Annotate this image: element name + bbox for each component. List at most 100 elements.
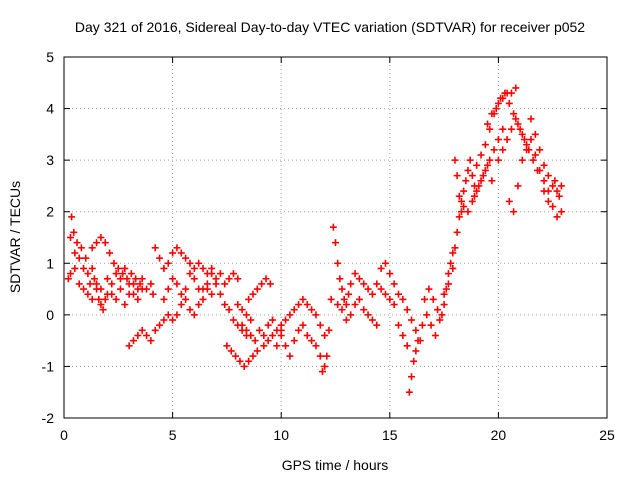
data-point — [273, 342, 281, 350]
data-point — [186, 306, 194, 314]
data-point — [425, 285, 433, 293]
data-point — [160, 316, 168, 324]
grid — [64, 57, 607, 418]
data-point — [347, 311, 355, 319]
data-point — [329, 223, 337, 231]
data-point — [232, 352, 240, 360]
data-point — [212, 280, 220, 288]
data-point — [251, 337, 259, 345]
data-point — [164, 285, 172, 293]
data-point — [308, 306, 316, 314]
data-point — [536, 146, 544, 154]
data-point — [75, 254, 83, 262]
data-point — [90, 275, 98, 283]
data-point — [412, 347, 420, 355]
data-point — [468, 197, 476, 205]
data-point — [103, 275, 111, 283]
data-point — [390, 280, 398, 288]
data-point — [242, 311, 250, 319]
data-point — [477, 151, 485, 159]
axis-ticks — [63, 56, 608, 419]
data-point — [234, 301, 242, 309]
data-point — [544, 197, 552, 205]
data-point — [116, 285, 124, 293]
data-point — [101, 295, 109, 303]
data-point — [71, 249, 79, 257]
data-point — [327, 295, 335, 303]
data-point — [245, 357, 253, 365]
data-point — [531, 151, 539, 159]
data-point — [527, 136, 535, 144]
data-point — [238, 321, 246, 329]
data-points — [64, 84, 565, 396]
data-point — [481, 141, 489, 149]
data-point — [338, 306, 346, 314]
data-point — [86, 280, 94, 288]
data-point — [247, 331, 255, 339]
data-point — [332, 239, 339, 247]
data-point — [93, 280, 101, 288]
data-point — [527, 115, 535, 123]
data-point — [151, 326, 159, 334]
data-point — [512, 115, 520, 123]
data-point — [518, 156, 526, 164]
x-tick-label: 20 — [491, 427, 507, 443]
data-point — [531, 130, 539, 138]
data-point — [299, 295, 307, 303]
data-point — [464, 166, 472, 174]
data-point — [295, 326, 303, 334]
data-point — [99, 306, 107, 314]
data-point — [116, 275, 124, 283]
data-point — [475, 182, 483, 190]
data-point — [282, 316, 290, 324]
data-point — [486, 125, 494, 133]
data-point — [553, 187, 561, 195]
data-point — [321, 362, 329, 370]
data-point — [195, 259, 203, 267]
data-point — [227, 347, 235, 355]
data-point — [164, 311, 172, 319]
data-point — [492, 105, 500, 113]
data-point — [436, 316, 444, 324]
data-point — [444, 280, 452, 288]
data-point — [351, 301, 359, 309]
data-point — [108, 280, 116, 288]
data-point — [373, 280, 381, 288]
data-point — [127, 270, 135, 278]
data-point — [299, 321, 307, 329]
data-point — [190, 311, 198, 319]
data-point — [177, 290, 185, 298]
data-point — [169, 275, 177, 283]
data-point — [460, 187, 468, 195]
data-point — [266, 280, 274, 288]
data-point — [438, 311, 446, 319]
data-point — [390, 301, 398, 309]
data-point — [408, 373, 416, 381]
data-point — [477, 177, 485, 185]
data-point — [503, 136, 511, 144]
data-point — [364, 285, 372, 293]
data-point — [342, 301, 350, 309]
data-point — [134, 331, 142, 339]
data-point — [427, 321, 435, 329]
x-tick-label: 10 — [273, 427, 289, 443]
data-point — [303, 331, 311, 339]
data-point — [160, 295, 168, 303]
data-point — [494, 136, 502, 144]
data-point — [323, 352, 331, 360]
data-point — [77, 244, 85, 252]
data-point — [84, 270, 92, 278]
data-point — [318, 368, 326, 376]
data-point — [199, 295, 207, 303]
data-point — [234, 275, 242, 283]
data-point — [360, 306, 368, 314]
data-point — [147, 280, 155, 288]
data-point — [208, 270, 216, 278]
data-point — [138, 326, 146, 334]
data-point — [418, 321, 426, 329]
data-point — [444, 270, 452, 278]
data-point — [336, 275, 344, 283]
data-point — [203, 280, 211, 288]
data-point — [557, 208, 565, 216]
